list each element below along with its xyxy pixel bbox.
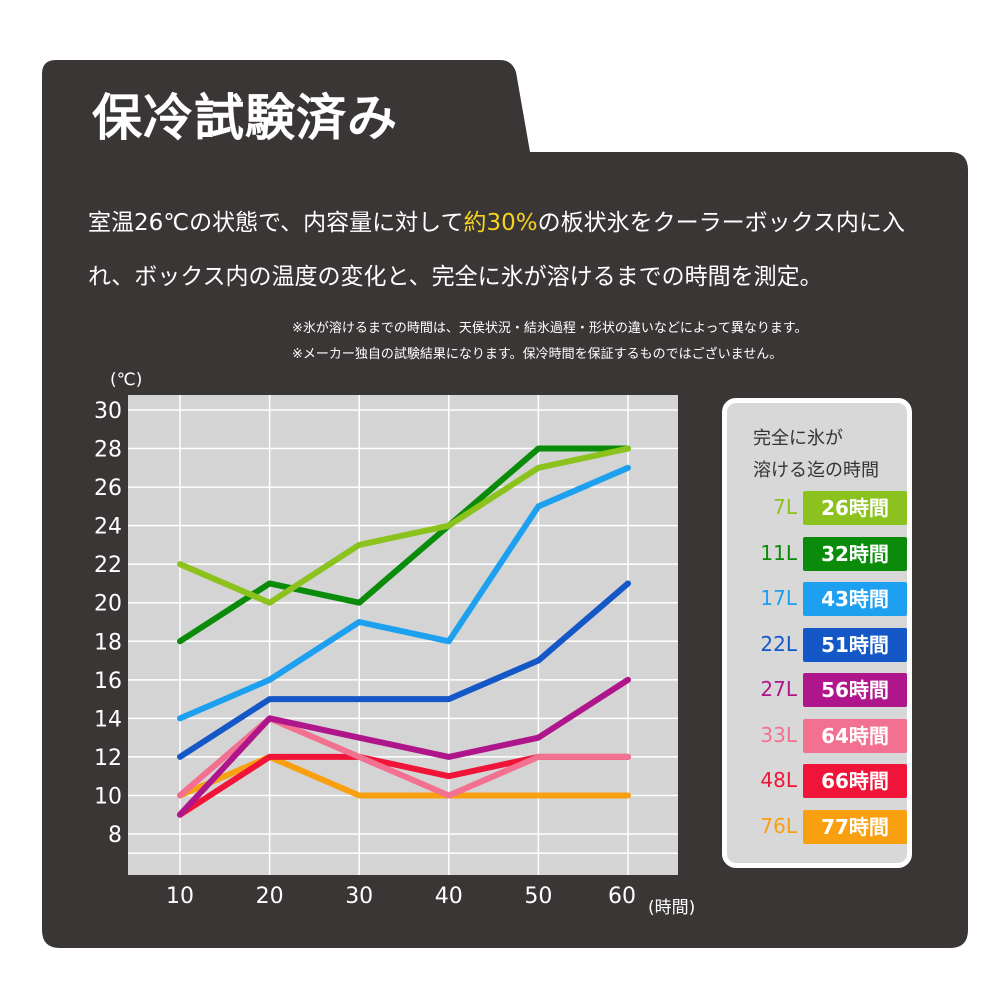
y-tick-label: 26: [94, 476, 122, 501]
y-tick-label: 28: [94, 438, 122, 463]
series-line-17L: [177, 464, 631, 722]
x-tick-label: 30: [345, 884, 373, 909]
x-tick-label: 20: [256, 884, 284, 909]
page-title: 保冷試験済み: [92, 89, 398, 147]
legend-size: 17L: [760, 586, 797, 610]
legend-size: 48L: [760, 768, 797, 792]
legend-time-badge: 32時間: [803, 536, 907, 571]
description: 室温26℃の状態で、内容量に対して約30%の板状氷をクーラーボックス内に入れ、ボ…: [88, 210, 905, 290]
legend-time-badge: 51時間: [803, 627, 907, 662]
y-axis-label: (℃): [110, 370, 143, 390]
x-tick-label: 10: [166, 884, 194, 909]
legend-time-badge: 77時間: [803, 809, 907, 844]
y-tick-label: 10: [94, 784, 122, 809]
notes: ※氷が溶けるまでの時間は、天侯状況・結氷過程・形状の違いなどによって異なります。…: [292, 316, 808, 368]
series-line-27L: [177, 676, 631, 818]
legend-size: 27L: [760, 677, 797, 701]
y-tick-label: 14: [94, 707, 122, 732]
legend-item: 7L 26時間: [727, 491, 907, 525]
x-tick-label: 50: [524, 884, 552, 909]
y-tick-label: 18: [94, 630, 122, 655]
y-tick-label: 20: [94, 592, 122, 617]
legend-size: 22L: [760, 631, 797, 656]
series-line-7L: [177, 445, 631, 606]
series-line-22L: [177, 580, 631, 760]
y-tick-label: 16: [94, 669, 122, 694]
x-tick-label: 60: [608, 884, 636, 909]
note: ※メーカー独自の試験結果になります。保冷時間を保証するものではございません。: [292, 347, 783, 362]
x-tick-label: 40: [435, 884, 463, 909]
highlight-text: 約30%: [463, 210, 538, 236]
legend-item: 27L 56時間: [727, 673, 907, 707]
legend-time-badge: 66時間: [803, 764, 907, 798]
legend-item: 33L 64時間: [727, 718, 907, 753]
legend-size: 11L: [760, 540, 797, 565]
legend-time-badge: 64時間: [803, 718, 907, 753]
legend-size: 76L: [760, 813, 797, 838]
legend-time-badge: 43時間: [803, 582, 907, 616]
legend-size: 33L: [760, 722, 797, 747]
y-tick-label: 30: [94, 399, 122, 424]
legend-item: 17L 43時間: [727, 582, 907, 616]
legend-size: 7L: [773, 495, 797, 519]
note: ※氷が溶けるまでの時間は、天侯状況・結氷過程・形状の違いなどによって異なります。: [292, 321, 808, 336]
legend-item: 76L 77時間: [727, 809, 907, 844]
legend-item: 11L 32時間: [727, 536, 907, 571]
y-tick-label: 12: [94, 746, 122, 771]
legend-item: 48L 66時間: [727, 764, 907, 798]
plot-area: [128, 395, 678, 875]
legend-item: 22L 51時間: [727, 627, 907, 662]
y-tick-label: 22: [94, 553, 122, 578]
x-axis-label: (時間): [648, 898, 696, 918]
y-tick-label: 8: [108, 823, 122, 848]
legend-time-badge: 56時間: [803, 673, 907, 707]
legend-time-badge: 26時間: [803, 491, 907, 525]
legend: 完全に氷が 溶ける迄の時間 7L 26時間 11L 32時間 17L 43時間 22L 51時間…: [722, 398, 912, 868]
legend-title: 完全に氷が 溶ける迄の時間: [753, 428, 879, 481]
y-tick-label: 24: [94, 515, 122, 540]
